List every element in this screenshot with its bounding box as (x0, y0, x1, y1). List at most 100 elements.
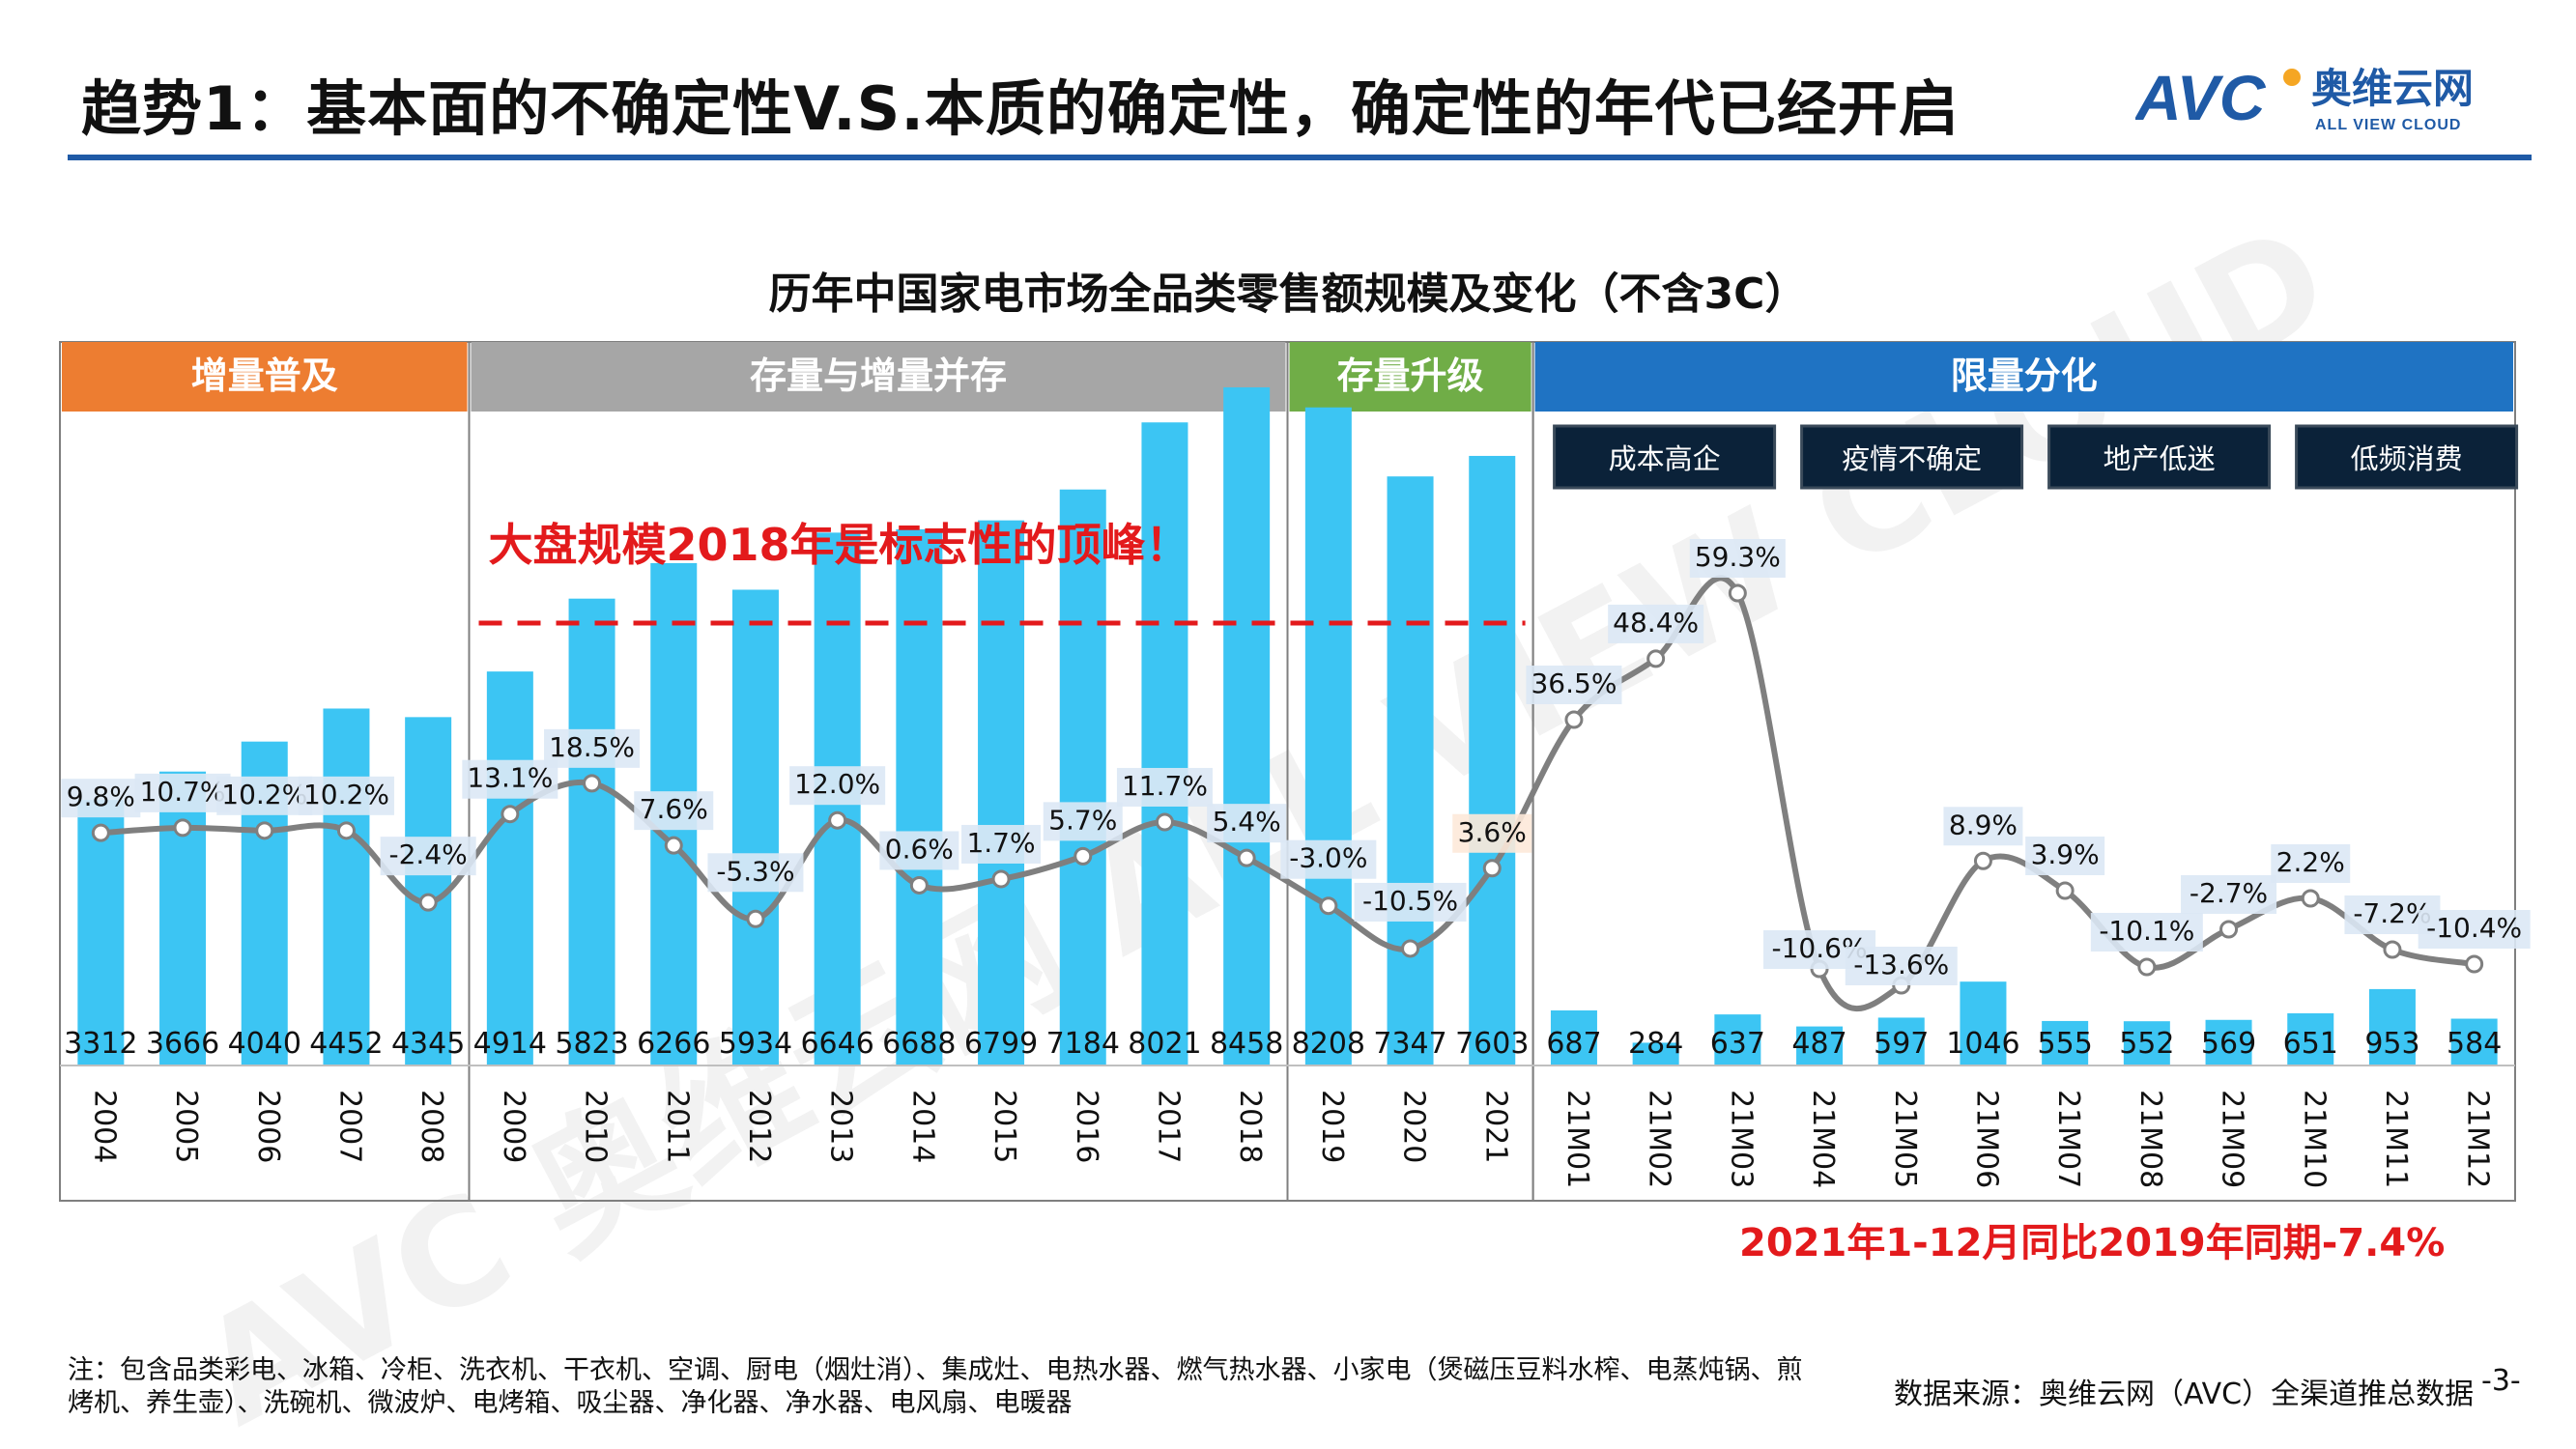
growth-label: 48.4% (1613, 607, 1699, 639)
growth-point (828, 810, 847, 830)
growth-point (2383, 940, 2402, 959)
footnote: 注：包含品类彩电、冰箱、冷柜、洗衣机、干衣机、空调、厨电（烟灶消）、集成灶、电热… (68, 1355, 1803, 1418)
bar-value-label: 637 (1710, 1027, 1765, 1061)
growth-label-bg (1207, 804, 1287, 843)
growth-label-bg (961, 824, 1042, 864)
factor-badge (2295, 424, 2519, 490)
bar-value-label: 584 (2447, 1027, 2502, 1061)
growth-label-bg (1280, 839, 1377, 879)
growth-point (2301, 889, 2320, 908)
category-label: 21M06 (1969, 1090, 2003, 1188)
growth-label: 10.2% (221, 779, 307, 810)
category-label: 2004 (87, 1090, 121, 1163)
bar (1632, 1042, 1679, 1065)
growth-point (255, 821, 274, 840)
growth-point (2219, 920, 2239, 939)
category-label: 21M02 (1643, 1090, 1676, 1188)
category-label: 21M09 (2216, 1090, 2249, 1188)
bar (77, 800, 125, 1065)
bar (2205, 1019, 2252, 1065)
phase-label: 限量分化 (1951, 355, 2098, 397)
phase-header (1289, 342, 1531, 412)
category-label: 2018 (1233, 1090, 1267, 1163)
phase-header (1534, 342, 2513, 412)
growth-label: 12.0% (794, 768, 880, 800)
growth-point (1973, 851, 1992, 870)
bar-value-label: 5823 (555, 1027, 628, 1061)
bar-value-label: 569 (2201, 1027, 2256, 1061)
growth-label-bg (1608, 604, 1704, 643)
bar-value-label: 555 (2038, 1027, 2093, 1061)
growth-label: 11.7% (1122, 770, 1208, 802)
category-label: 21M12 (2461, 1090, 2495, 1188)
data-source: 数据来源：奥维云网（AVC）全渠道推总数据 (1894, 1378, 2475, 1411)
growth-point (1646, 649, 1666, 668)
category-label: 2013 (824, 1090, 858, 1163)
growth-label: 59.3% (1695, 541, 1781, 573)
growth-point (173, 818, 192, 838)
growth-label-bg (2271, 844, 2351, 883)
category-label: 2008 (415, 1090, 448, 1163)
category-label: 2006 (251, 1090, 285, 1163)
growth-label-bg (1943, 807, 2023, 846)
bar-value-label: 4914 (473, 1027, 547, 1061)
bar (1387, 476, 1434, 1066)
category-label: 2016 (1070, 1090, 1103, 1163)
growth-label: 5.4% (1213, 806, 1281, 838)
growth-point (664, 836, 683, 855)
growth-label: 9.8% (67, 781, 135, 812)
growth-label-bg (879, 831, 959, 870)
bar-value-label: 4452 (309, 1027, 383, 1061)
category-label: 21M10 (2297, 1090, 2331, 1188)
growth-label: 10.2% (303, 779, 389, 810)
growth-label-bg (462, 759, 558, 799)
category-label: 2017 (1151, 1090, 1185, 1163)
growth-label-bg (789, 766, 886, 806)
category-label: 2007 (332, 1090, 366, 1163)
bar (896, 528, 943, 1065)
avc-logo-en: ALL VIEW CLOUD (2315, 117, 2461, 133)
growth-label-bg (1116, 767, 1213, 807)
growth-label-bg (298, 776, 394, 815)
growth-point (1073, 846, 1093, 866)
growth-label: -3.0% (1289, 842, 1367, 874)
bar (568, 598, 615, 1065)
bar-value-label: 7184 (1046, 1027, 1120, 1061)
growth-label-bg (1845, 947, 1958, 985)
category-label: 2011 (660, 1090, 694, 1163)
growth-label: -10.5% (1362, 885, 1458, 917)
bar (1223, 386, 1271, 1066)
bar (731, 589, 779, 1065)
growth-point (1237, 848, 1256, 867)
bar-value-label: 4345 (391, 1027, 465, 1061)
growth-label: -13.6% (1853, 949, 1949, 980)
growth-label-bg (1452, 813, 1532, 853)
growth-point (746, 909, 765, 928)
category-label: 2012 (742, 1090, 776, 1163)
bar (1796, 1026, 1844, 1065)
avc-logo-mark: AVC (2135, 62, 2267, 133)
growth-point (1155, 812, 1174, 832)
bar-value-label: 3666 (146, 1027, 219, 1061)
avc-logo-cn: 奥维云网 (2311, 65, 2474, 112)
factor-badge (1553, 424, 1777, 490)
growth-label-bg (61, 779, 141, 818)
growth-label-bg (2090, 913, 2203, 952)
category-label: 2020 (1397, 1090, 1431, 1163)
category-label: 2010 (579, 1090, 613, 1163)
growth-label-bg (1689, 539, 1786, 578)
category-label: 21M03 (1724, 1090, 1758, 1188)
growth-point (2055, 881, 2075, 900)
growth-point (91, 823, 110, 842)
bar (1877, 1017, 1925, 1065)
category-label: 21M08 (2133, 1090, 2167, 1188)
growth-label-bg (380, 837, 476, 876)
bar (978, 520, 1025, 1065)
category-label: 2005 (169, 1090, 203, 1163)
growth-label-bg (1526, 666, 1622, 704)
bar-value-label: 687 (1546, 1027, 1601, 1061)
phase-header (471, 342, 1286, 412)
bar-value-label: 8458 (1210, 1027, 1283, 1061)
category-label: 21M01 (1560, 1090, 1594, 1188)
